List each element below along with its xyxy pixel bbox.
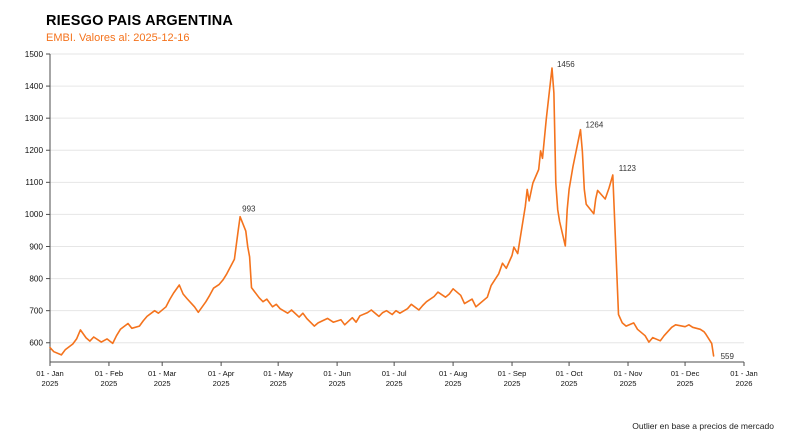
svg-text:559: 559 (721, 352, 735, 361)
svg-text:01 - Mar: 01 - Mar (148, 369, 177, 378)
svg-text:01 - Dec: 01 - Dec (671, 369, 700, 378)
page-title: RIESGO PAIS ARGENTINA (46, 13, 234, 29)
svg-text:1400: 1400 (25, 82, 44, 91)
svg-text:1300: 1300 (25, 114, 44, 123)
svg-text:2025: 2025 (154, 379, 171, 388)
svg-text:900: 900 (29, 242, 43, 251)
svg-text:2025: 2025 (504, 379, 521, 388)
svg-text:2025: 2025 (270, 379, 287, 388)
svg-text:1123: 1123 (619, 164, 637, 173)
svg-text:993: 993 (242, 205, 256, 214)
line-chart: 600 700 800 900 1000 1100 1200 1300 1400 1500 01 -… (25, 50, 758, 388)
svg-text:2025: 2025 (677, 379, 694, 388)
svg-text:01 - Jan: 01 - Jan (36, 369, 63, 378)
svg-text:01 - Aug: 01 - Aug (439, 369, 467, 378)
svg-text:01 - Jun: 01 - Jun (323, 369, 350, 378)
svg-text:2025: 2025 (561, 379, 578, 388)
svg-text:01 - Sep: 01 - Sep (498, 369, 527, 378)
svg-text:1200: 1200 (25, 146, 44, 155)
svg-text:800: 800 (29, 274, 43, 283)
chart-subtitle: EMBI. Valores al: 2025-12-16 (46, 32, 190, 44)
svg-text:2026: 2026 (736, 379, 753, 388)
chart-area: 600 700 800 900 1000 1100 1200 1300 1400 1500 01 -… (0, 44, 800, 398)
svg-text:2025: 2025 (42, 379, 59, 388)
svg-text:01 - Jan: 01 - Jan (730, 369, 757, 378)
svg-text:2025: 2025 (386, 379, 403, 388)
svg-text:1500: 1500 (25, 50, 44, 59)
svg-text:01 - Feb: 01 - Feb (95, 369, 123, 378)
svg-text:01 - Oct: 01 - Oct (556, 369, 584, 378)
svg-text:2025: 2025 (620, 379, 637, 388)
svg-text:1456: 1456 (557, 60, 575, 69)
svg-text:2025: 2025 (329, 379, 346, 388)
svg-text:01 - Apr: 01 - Apr (208, 369, 235, 378)
svg-text:600: 600 (29, 339, 43, 348)
svg-text:01 - Nov: 01 - Nov (614, 369, 643, 378)
svg-text:1000: 1000 (25, 210, 44, 219)
svg-text:01 - Jul: 01 - Jul (382, 369, 407, 378)
svg-text:1264: 1264 (585, 121, 603, 130)
svg-text:2025: 2025 (100, 379, 117, 388)
svg-text:2025: 2025 (213, 379, 230, 388)
svg-text:700: 700 (29, 306, 43, 315)
svg-text:2025: 2025 (445, 379, 462, 388)
chart-header: RIESGO PAIS ARGENTINA EMBI. Valores al: … (0, 0, 800, 44)
svg-text:01 - May: 01 - May (263, 369, 293, 378)
svg-text:1100: 1100 (25, 178, 43, 187)
chart-footnote: Outlier en base a precios de mercado (632, 421, 774, 431)
